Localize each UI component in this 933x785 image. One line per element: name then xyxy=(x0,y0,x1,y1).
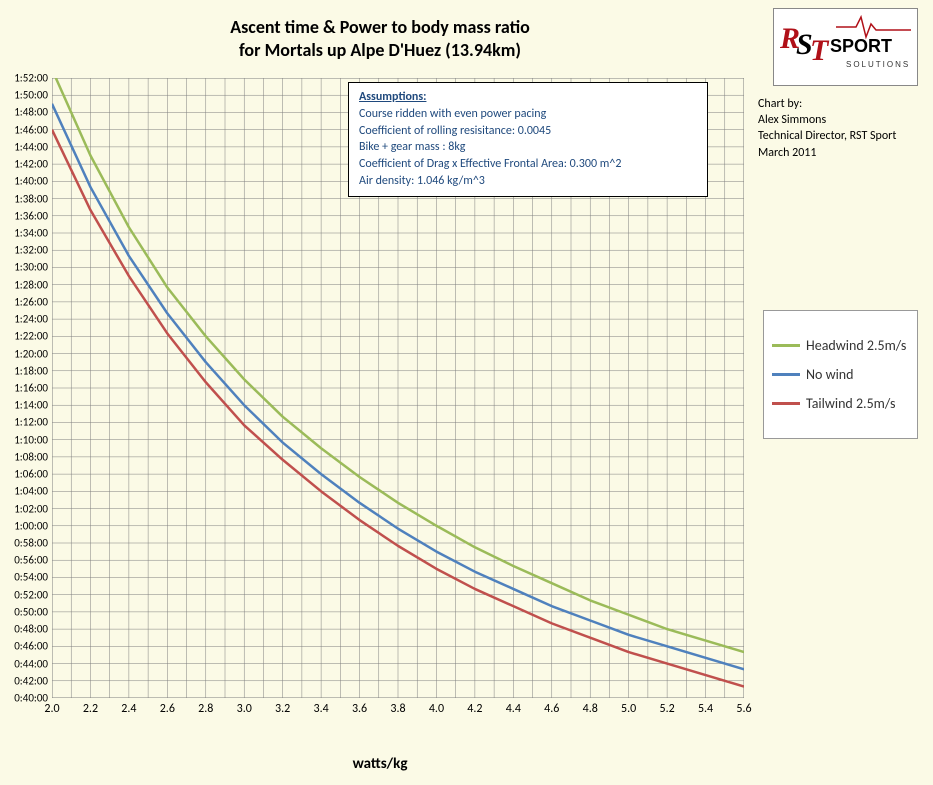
x-tick-label: 4.0 xyxy=(429,702,444,716)
y-tick-label: 1:46:00 xyxy=(14,123,48,136)
assumption-line: Air density: 1.046 kg/m^3 xyxy=(359,173,697,190)
y-tick-label: 0:44:00 xyxy=(14,657,48,670)
x-tick-label: 4.4 xyxy=(506,702,521,716)
x-tick-label: 5.6 xyxy=(736,702,751,716)
assumptions-box: Assumptions: Course ridden with even pow… xyxy=(348,82,708,197)
y-tick-label: 1:06:00 xyxy=(14,468,48,481)
assumption-line: Course ridden with even power pacing xyxy=(359,106,697,123)
y-tick-label: 1:16:00 xyxy=(14,382,48,395)
svg-text:SOLUTIONS: SOLUTIONS xyxy=(846,60,910,69)
y-tick-label: 0:56:00 xyxy=(14,554,48,567)
assumption-line: Coefficient of rolling resisitance: 0.00… xyxy=(359,123,697,140)
chart-title-line1: Ascent time & Power to body mass ratio xyxy=(0,16,760,39)
x-tick-label: 5.2 xyxy=(660,702,675,716)
x-tick-label: 3.2 xyxy=(275,702,290,716)
y-tick-label: 1:20:00 xyxy=(14,347,48,360)
y-tick-label: 1:12:00 xyxy=(14,416,48,429)
x-tick-label: 2.4 xyxy=(121,702,136,716)
legend-item: Headwind 2.5m/s xyxy=(772,337,909,354)
legend-label: No wind xyxy=(806,366,854,383)
x-tick-label: 5.0 xyxy=(621,702,636,716)
y-tick-label: 1:22:00 xyxy=(14,330,48,343)
y-tick-label: 0:48:00 xyxy=(14,623,48,636)
credits-line: Alex Simmons xyxy=(758,112,918,128)
svg-text:T: T xyxy=(810,34,830,67)
y-tick-label: 1:44:00 xyxy=(14,140,48,153)
credits: Chart by: Alex Simmons Technical Directo… xyxy=(758,96,918,161)
y-tick-label: 1:40:00 xyxy=(14,175,48,188)
assumption-line: Bike + gear mass : 8kg xyxy=(359,139,697,156)
x-tick-label: 3.0 xyxy=(237,702,252,716)
logo-rst-sport: R S T SPORT SOLUTIONS xyxy=(773,8,918,86)
y-tick-label: 0:46:00 xyxy=(14,640,48,653)
y-tick-label: 1:04:00 xyxy=(14,485,48,498)
y-tick-label: 0:40:00 xyxy=(14,692,48,705)
credits-line: March 2011 xyxy=(758,145,918,161)
x-tick-label: 2.6 xyxy=(160,702,175,716)
legend-swatch xyxy=(772,344,800,347)
y-tick-label: 1:30:00 xyxy=(14,261,48,274)
y-tick-label: 1:08:00 xyxy=(14,450,48,463)
svg-text:SPORT: SPORT xyxy=(830,36,892,56)
y-tick-label: 1:10:00 xyxy=(14,433,48,446)
logo-icon: R S T SPORT SOLUTIONS xyxy=(776,12,916,82)
assumption-line: Coefficient of Drag x Effective Frontal … xyxy=(359,156,697,173)
x-tick-label: 3.6 xyxy=(352,702,367,716)
y-tick-label: 1:48:00 xyxy=(14,106,48,119)
legend: Headwind 2.5m/s No wind Tailwind 2.5m/s xyxy=(763,310,918,439)
y-tick-label: 0:52:00 xyxy=(14,588,48,601)
legend-item: No wind xyxy=(772,366,909,383)
y-tick-label: 0:58:00 xyxy=(14,537,48,550)
legend-swatch xyxy=(772,373,800,376)
x-tick-label: 4.2 xyxy=(467,702,482,716)
x-tick-label: 5.4 xyxy=(698,702,713,716)
y-tick-label: 1:24:00 xyxy=(14,313,48,326)
x-tick-label: 3.8 xyxy=(390,702,405,716)
x-tick-label: 4.8 xyxy=(583,702,598,716)
y-tick-label: 1:52:00 xyxy=(14,72,48,85)
y-tick-label: 1:32:00 xyxy=(14,244,48,257)
y-tick-label: 1:38:00 xyxy=(14,192,48,205)
legend-item: Tailwind 2.5m/s xyxy=(772,395,909,412)
x-tick-label: 2.0 xyxy=(44,702,59,716)
y-tick-label: 1:34:00 xyxy=(14,227,48,240)
credits-line: Technical Director, RST Sport xyxy=(758,128,918,144)
x-tick-label: 2.8 xyxy=(198,702,213,716)
y-tick-label: 1:14:00 xyxy=(14,399,48,412)
x-tick-label: 3.4 xyxy=(314,702,329,716)
assumptions-header: Assumptions: xyxy=(359,89,697,106)
legend-swatch xyxy=(772,402,800,405)
x-tick-label: 2.2 xyxy=(83,702,98,716)
y-tick-label: 1:18:00 xyxy=(14,364,48,377)
legend-label: Tailwind 2.5m/s xyxy=(806,395,895,412)
chart-title: Ascent time & Power to body mass ratio f… xyxy=(0,16,760,63)
chart-plot-area: Assumptions: Course ridden with even pow… xyxy=(52,78,744,698)
y-tick-label: 0:50:00 xyxy=(14,605,48,618)
credits-line: Chart by: xyxy=(758,96,918,112)
y-tick-label: 1:00:00 xyxy=(14,519,48,532)
y-tick-label: 1:26:00 xyxy=(14,295,48,308)
legend-label: Headwind 2.5m/s xyxy=(806,337,906,354)
y-tick-label: 0:54:00 xyxy=(14,571,48,584)
chart-title-line2: for Mortals up Alpe D'Huez (13.94km) xyxy=(0,39,760,62)
y-tick-label: 0:42:00 xyxy=(14,674,48,687)
x-axis-label: watts/kg xyxy=(0,755,760,773)
y-tick-label: 1:42:00 xyxy=(14,158,48,171)
y-tick-label: 1:36:00 xyxy=(14,209,48,222)
y-tick-label: 1:50:00 xyxy=(14,89,48,102)
x-tick-label: 4.6 xyxy=(544,702,559,716)
y-tick-label: 1:02:00 xyxy=(14,502,48,515)
y-tick-label: 1:28:00 xyxy=(14,278,48,291)
